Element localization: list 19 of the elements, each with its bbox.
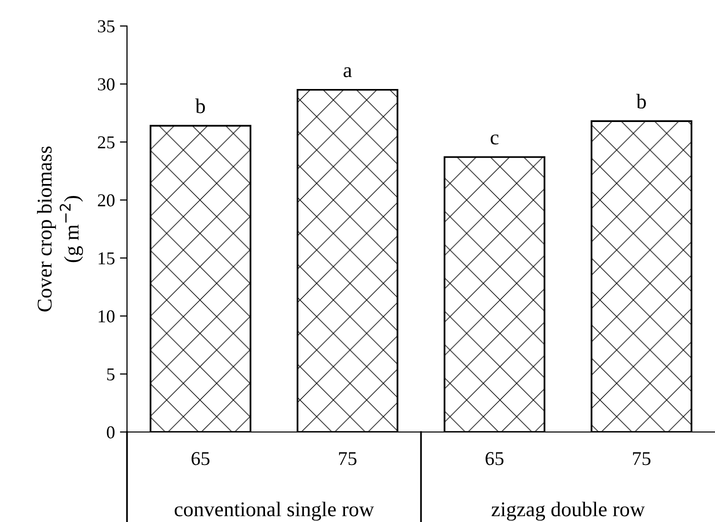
y-tick-label: 20	[98, 194, 115, 206]
data-label: b	[636, 94, 646, 109]
y-tick-label: 5	[107, 368, 114, 380]
x-tick-label: 75	[633, 452, 650, 466]
data-label: c	[490, 134, 498, 145]
y-tick-label: 10	[98, 310, 115, 322]
y-tick-label: 30	[98, 78, 115, 90]
x-tick-label: 75	[339, 452, 356, 466]
y-axis-title: Cover crop biomass (g m$^{−2}$)	[37, 146, 84, 312]
data-label: b	[195, 98, 205, 114]
y-tick-label: 0	[106, 426, 115, 438]
y-tick-label: 25	[98, 136, 114, 148]
text: zigzag double row	[492, 502, 645, 521]
data-label: a	[344, 67, 352, 78]
x-tick-label: 65	[486, 452, 504, 466]
text: conventional single row	[174, 502, 374, 521]
y-tick-label: 15	[98, 252, 114, 264]
x-tick-label: 65	[192, 452, 210, 466]
y-tick-label: 35	[98, 20, 114, 32]
